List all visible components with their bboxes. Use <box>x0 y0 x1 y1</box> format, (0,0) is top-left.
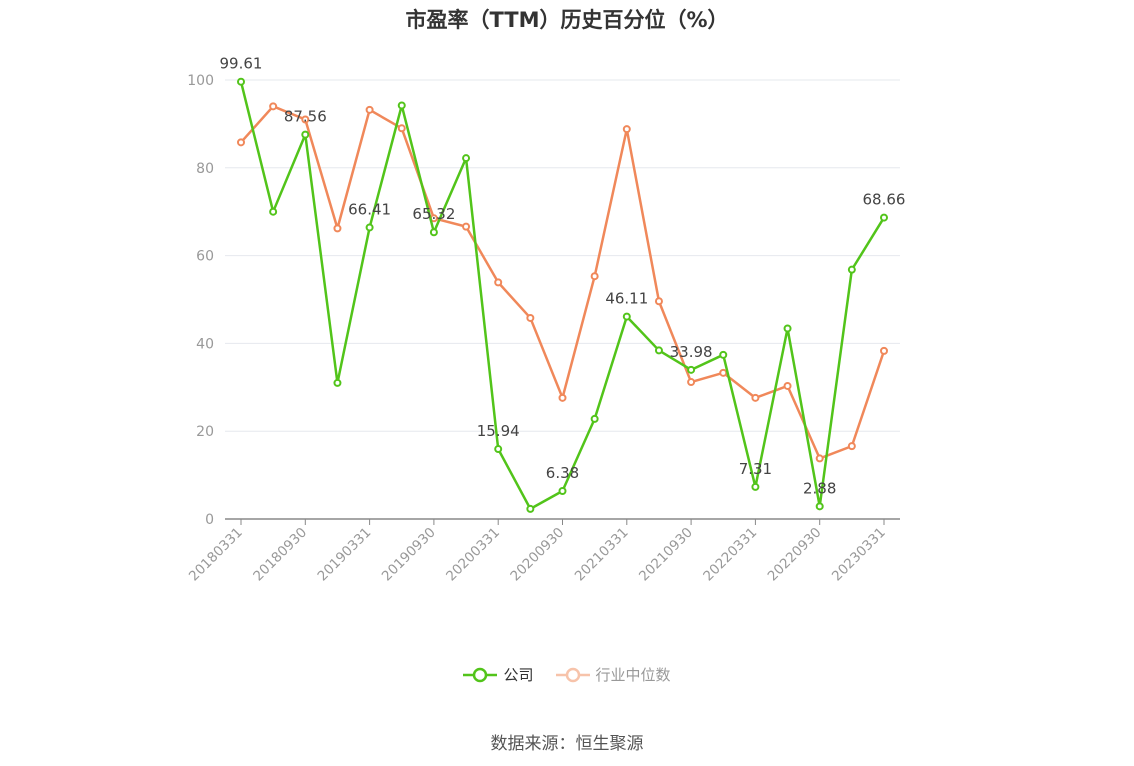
x-tick-label: 20230331 <box>829 525 889 585</box>
x-tick-label: 20180331 <box>186 525 246 585</box>
data-label-company: 7.31 <box>739 460 772 478</box>
axes: 0 20 40 60 80 100 20180331 20180930 20190331 2019… <box>186 73 900 584</box>
data-point-company <box>462 154 471 163</box>
x-tick-label: 20190930 <box>379 525 439 585</box>
data-label-company: 65.32 <box>412 205 455 223</box>
data-point-company <box>269 207 278 216</box>
x-tick-label: 20210930 <box>636 525 696 585</box>
data-point-company <box>783 324 792 333</box>
data-point-industry <box>269 102 278 111</box>
data-label-company: 2.88 <box>803 479 836 497</box>
x-tick-label: 20200331 <box>443 525 503 585</box>
data-point-industry <box>815 454 824 463</box>
data-point-company <box>751 482 760 491</box>
data-point-industry <box>462 222 471 231</box>
x-tick-label: 20180930 <box>250 525 310 585</box>
x-tick-label: 20200930 <box>507 525 567 585</box>
data-source: 数据来源：恒生聚源 <box>490 734 644 754</box>
data-point-industry <box>558 393 567 402</box>
data-point-industry <box>880 346 888 355</box>
x-tick-label: 20210331 <box>572 525 632 585</box>
data-point-industry <box>622 125 631 134</box>
data-label-company: 99.61 <box>220 55 263 73</box>
data-label-company: 68.66 <box>863 191 906 209</box>
y-tick-label: 40 <box>196 336 214 352</box>
y-tick-label: 80 <box>196 161 214 177</box>
y-tick-label: 20 <box>196 424 214 440</box>
data-point-industry <box>687 378 696 387</box>
data-point-industry <box>783 381 792 390</box>
data-point-industry <box>365 105 374 114</box>
legend-company-marker-icon <box>463 667 498 682</box>
legend-industry-marker-icon <box>555 667 590 682</box>
legend-item-industry[interactable]: 行业中位数 <box>555 664 671 685</box>
data-point-company <box>847 265 856 274</box>
legend-label-company: 公司 <box>503 666 534 684</box>
data-label-company: 66.41 <box>348 200 391 218</box>
data-point-company <box>494 445 503 454</box>
series <box>237 77 888 513</box>
data-point-company <box>365 223 374 232</box>
data-point-industry <box>751 393 760 402</box>
series-line-industry <box>240 105 886 460</box>
data-point-industry <box>526 313 535 322</box>
x-tick-label: 20220930 <box>765 525 825 585</box>
data-point-industry <box>847 442 856 451</box>
data-label-company: 15.94 <box>477 422 520 440</box>
data-point-company <box>622 312 631 321</box>
legend-label-industry: 行业中位数 <box>595 666 671 684</box>
data-point-company <box>301 130 310 139</box>
chart-title: 市盈率（TTM）历史百分位（%） <box>405 8 729 32</box>
data-label-company: 6.38 <box>546 464 579 482</box>
data-label-company: 33.98 <box>670 343 713 361</box>
data-point-company <box>397 101 406 110</box>
x-tick-label: 20190331 <box>315 525 375 585</box>
y-tick-label: 60 <box>196 249 214 265</box>
data-labels: 99.61 87.56 66.41 65.32 15.94 6.38 46.11 33.98 7… <box>220 55 906 498</box>
series-line-company <box>239 81 886 511</box>
legend: 公司 行业中位数 <box>0 664 1134 685</box>
grid-lines <box>225 79 900 432</box>
data-point-company <box>429 228 438 237</box>
data-point-industry <box>590 272 599 281</box>
x-tick-label: 20220331 <box>700 525 760 585</box>
y-tick-label: 100 <box>187 73 214 89</box>
data-label-company: 87.56 <box>284 108 327 126</box>
data-point-company <box>237 77 245 86</box>
data-point-company <box>719 350 728 359</box>
data-label-company: 46.11 <box>605 290 648 308</box>
data-point-company <box>590 414 599 423</box>
data-point-industry <box>301 115 310 124</box>
data-point-company <box>654 346 663 355</box>
data-point-industry <box>494 278 503 287</box>
data-point-company <box>526 504 535 513</box>
y-tick-label: 0 <box>205 512 214 528</box>
line-chart: 0 20 40 60 80 100 20180331 20180930 20190331 2019… <box>186 55 906 585</box>
data-point-industry <box>719 368 728 377</box>
legend-item-company[interactable]: 公司 <box>463 664 534 685</box>
data-point-industry <box>397 124 406 133</box>
data-point-company <box>815 502 824 511</box>
data-point-industry <box>333 224 342 233</box>
data-point-company <box>333 378 342 387</box>
data-point-industry <box>654 297 663 306</box>
data-point-company <box>880 213 888 222</box>
data-point-industry <box>237 138 245 147</box>
data-point-company <box>687 365 696 374</box>
data-point-company <box>558 486 567 495</box>
